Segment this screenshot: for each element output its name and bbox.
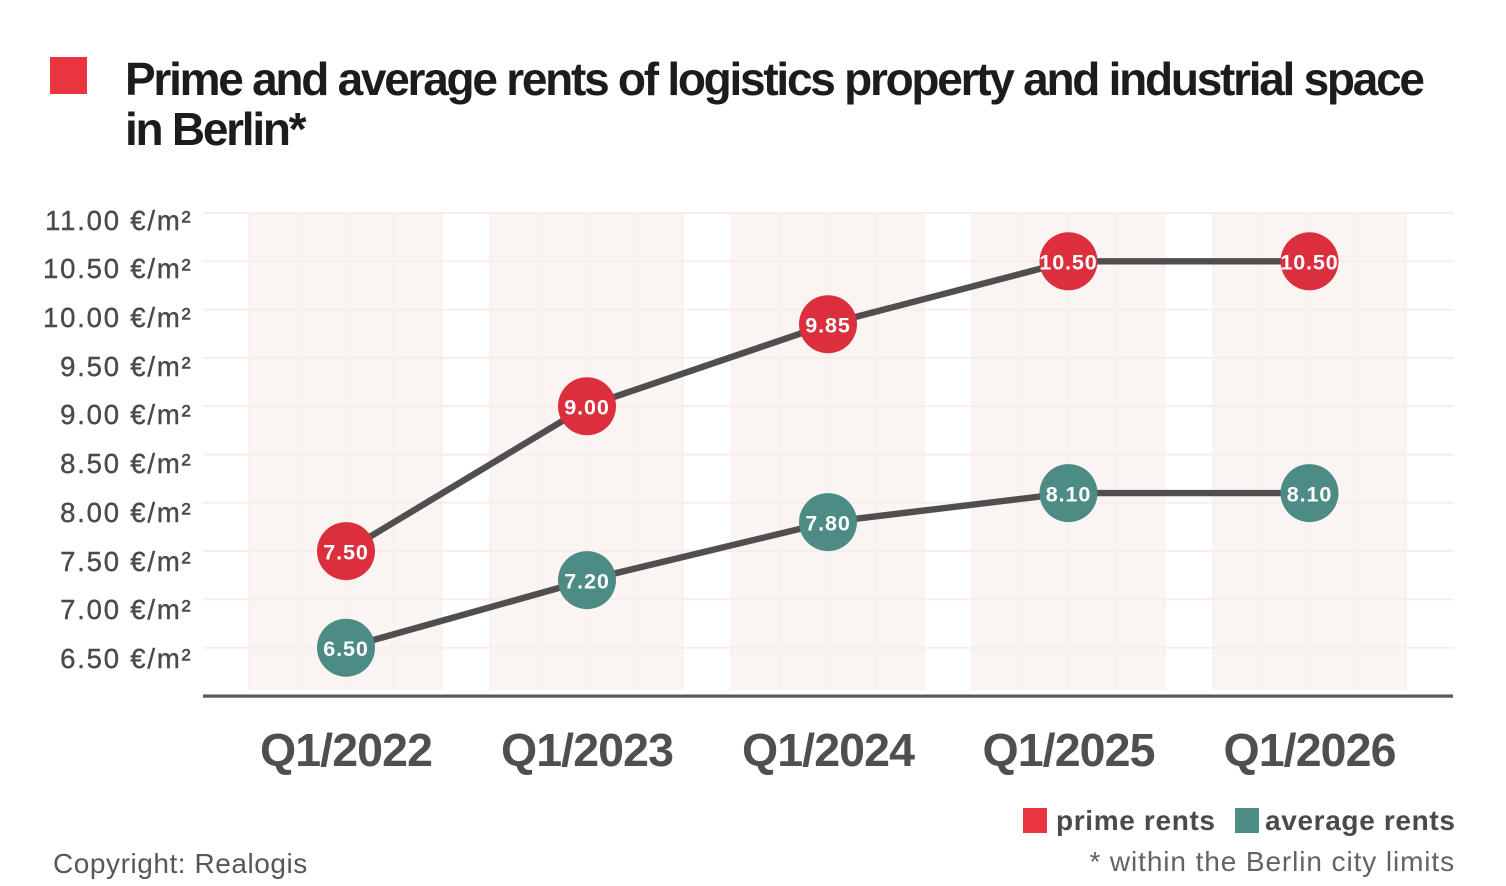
svg-text:10.50: 10.50 xyxy=(1039,251,1097,275)
svg-text:6.50: 6.50 xyxy=(323,637,368,661)
svg-text:9.85: 9.85 xyxy=(805,314,850,338)
svg-text:9.00: 9.00 xyxy=(564,396,609,420)
svg-text:8.10: 8.10 xyxy=(1287,483,1332,507)
svg-text:7.80: 7.80 xyxy=(805,512,850,536)
svg-text:7.20: 7.20 xyxy=(564,570,609,594)
svg-text:10.50: 10.50 xyxy=(1280,251,1338,275)
svg-text:7.50: 7.50 xyxy=(323,541,368,565)
svg-text:8.10: 8.10 xyxy=(1046,483,1091,507)
